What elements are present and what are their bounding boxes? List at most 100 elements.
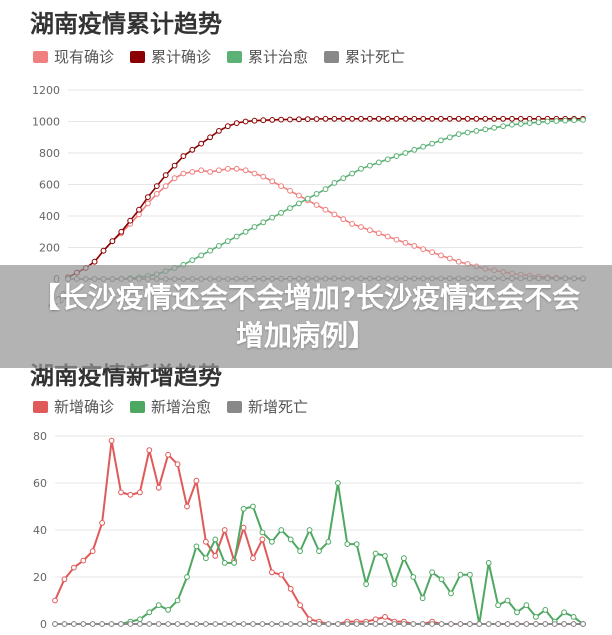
data-point-2 (401, 621, 407, 627)
legend-label: 新增死亡 (248, 398, 309, 416)
data-point-1 (410, 574, 417, 580)
data-point-1 (509, 115, 515, 122)
daily-new-plot-area: 0 20 40 60 80 (33, 430, 586, 631)
data-point-2 (221, 621, 228, 627)
data-point-0 (71, 564, 77, 571)
data-point-0 (171, 175, 178, 182)
data-point-0 (174, 461, 181, 468)
data-point-1 (287, 536, 294, 543)
data-point-1 (242, 118, 249, 125)
data-point-0 (203, 538, 209, 545)
data-point-0 (296, 192, 302, 199)
data-point-0 (287, 585, 294, 592)
legend-item[interactable]: 新增确诊 (33, 396, 114, 417)
data-point-0 (429, 249, 436, 256)
legend-swatch (33, 50, 48, 63)
data-point-2 (455, 131, 462, 138)
data-point-1 (561, 609, 567, 616)
data-point-1 (420, 115, 427, 122)
data-point-0 (393, 236, 400, 243)
data-point-0 (260, 173, 267, 180)
series-line-0 (67, 168, 584, 280)
data-point-1 (145, 194, 151, 201)
data-point-1 (344, 541, 351, 548)
data-point-2 (467, 621, 473, 627)
series-line-2 (68, 119, 584, 280)
data-point-0 (61, 576, 68, 583)
data-point-2 (240, 621, 247, 627)
data-point-2 (526, 120, 533, 126)
data-point-1 (184, 574, 190, 580)
legend-item[interactable]: 累计治愈 (227, 46, 308, 67)
data-point-0 (146, 447, 153, 453)
data-point-2 (391, 621, 398, 627)
data-point-0 (221, 527, 228, 533)
data-point-1 (402, 115, 409, 122)
data-point-1 (224, 123, 231, 130)
data-point-0 (153, 191, 160, 197)
data-point-0 (375, 230, 382, 237)
data-point-1 (260, 117, 267, 124)
headline-text: 【长沙疫情还会不会增加?长沙疫情还会不会增加病例】 (31, 280, 581, 352)
legend-label: 现有确诊 (54, 48, 115, 66)
data-point-0 (251, 170, 258, 177)
data-point-1 (221, 560, 228, 566)
data-point-0 (108, 437, 115, 444)
data-point-1 (331, 115, 338, 122)
data-point-2 (353, 621, 360, 627)
data-point-2 (71, 621, 77, 627)
y-tick-label: 600 (39, 179, 60, 192)
data-point-2 (184, 621, 190, 627)
data-point-0 (455, 258, 462, 265)
data-point-0 (402, 239, 409, 246)
legend-item[interactable]: 新增死亡 (227, 396, 308, 417)
data-point-0 (322, 206, 329, 213)
data-point-0 (420, 246, 427, 253)
data-point-0 (240, 524, 247, 531)
data-point-2 (325, 621, 332, 627)
data-point-0 (287, 187, 293, 194)
data-point-0 (145, 200, 151, 207)
data-point-2 (363, 621, 370, 627)
data-point-1 (118, 228, 125, 235)
data-point-0 (306, 616, 313, 623)
data-point-2 (198, 252, 205, 259)
data-point-1 (109, 238, 116, 245)
data-point-0 (411, 243, 418, 249)
data-point-1 (189, 146, 196, 153)
legend-item[interactable]: 现有确诊 (33, 46, 114, 67)
data-point-2 (367, 162, 373, 169)
data-point-2 (533, 621, 539, 627)
data-point-1 (438, 115, 444, 122)
y-tick-label: 1200 (32, 84, 60, 97)
legend-item[interactable]: 累计死亡 (324, 46, 405, 67)
data-point-0 (137, 489, 143, 496)
legend-label: 新增确诊 (54, 398, 115, 416)
data-point-2 (189, 257, 196, 264)
legend-swatch (227, 50, 243, 63)
data-point-2 (216, 243, 222, 249)
data-point-2 (562, 117, 569, 124)
data-point-2 (580, 117, 586, 123)
data-point-2 (137, 621, 143, 627)
legend-item[interactable]: 新增治愈 (130, 396, 211, 417)
data-point-2 (108, 621, 115, 627)
data-point-2 (410, 621, 417, 627)
data-point-0 (52, 597, 58, 604)
data-point-2 (331, 180, 338, 186)
data-point-2 (344, 621, 351, 627)
data-point-0 (382, 614, 388, 620)
data-point-0 (224, 165, 231, 172)
data-point-0 (155, 484, 162, 491)
data-point-2 (464, 129, 471, 136)
data-point-2 (296, 200, 302, 207)
data-point-2 (384, 156, 391, 163)
data-point-1 (207, 134, 214, 141)
data-point-2 (165, 621, 172, 627)
data-point-0 (193, 477, 200, 484)
legend-label: 累计死亡 (345, 48, 406, 66)
data-point-1 (146, 609, 153, 616)
legend-item[interactable]: 累计确诊 (130, 46, 211, 67)
data-point-2 (372, 621, 379, 627)
data-point-1 (384, 115, 391, 122)
